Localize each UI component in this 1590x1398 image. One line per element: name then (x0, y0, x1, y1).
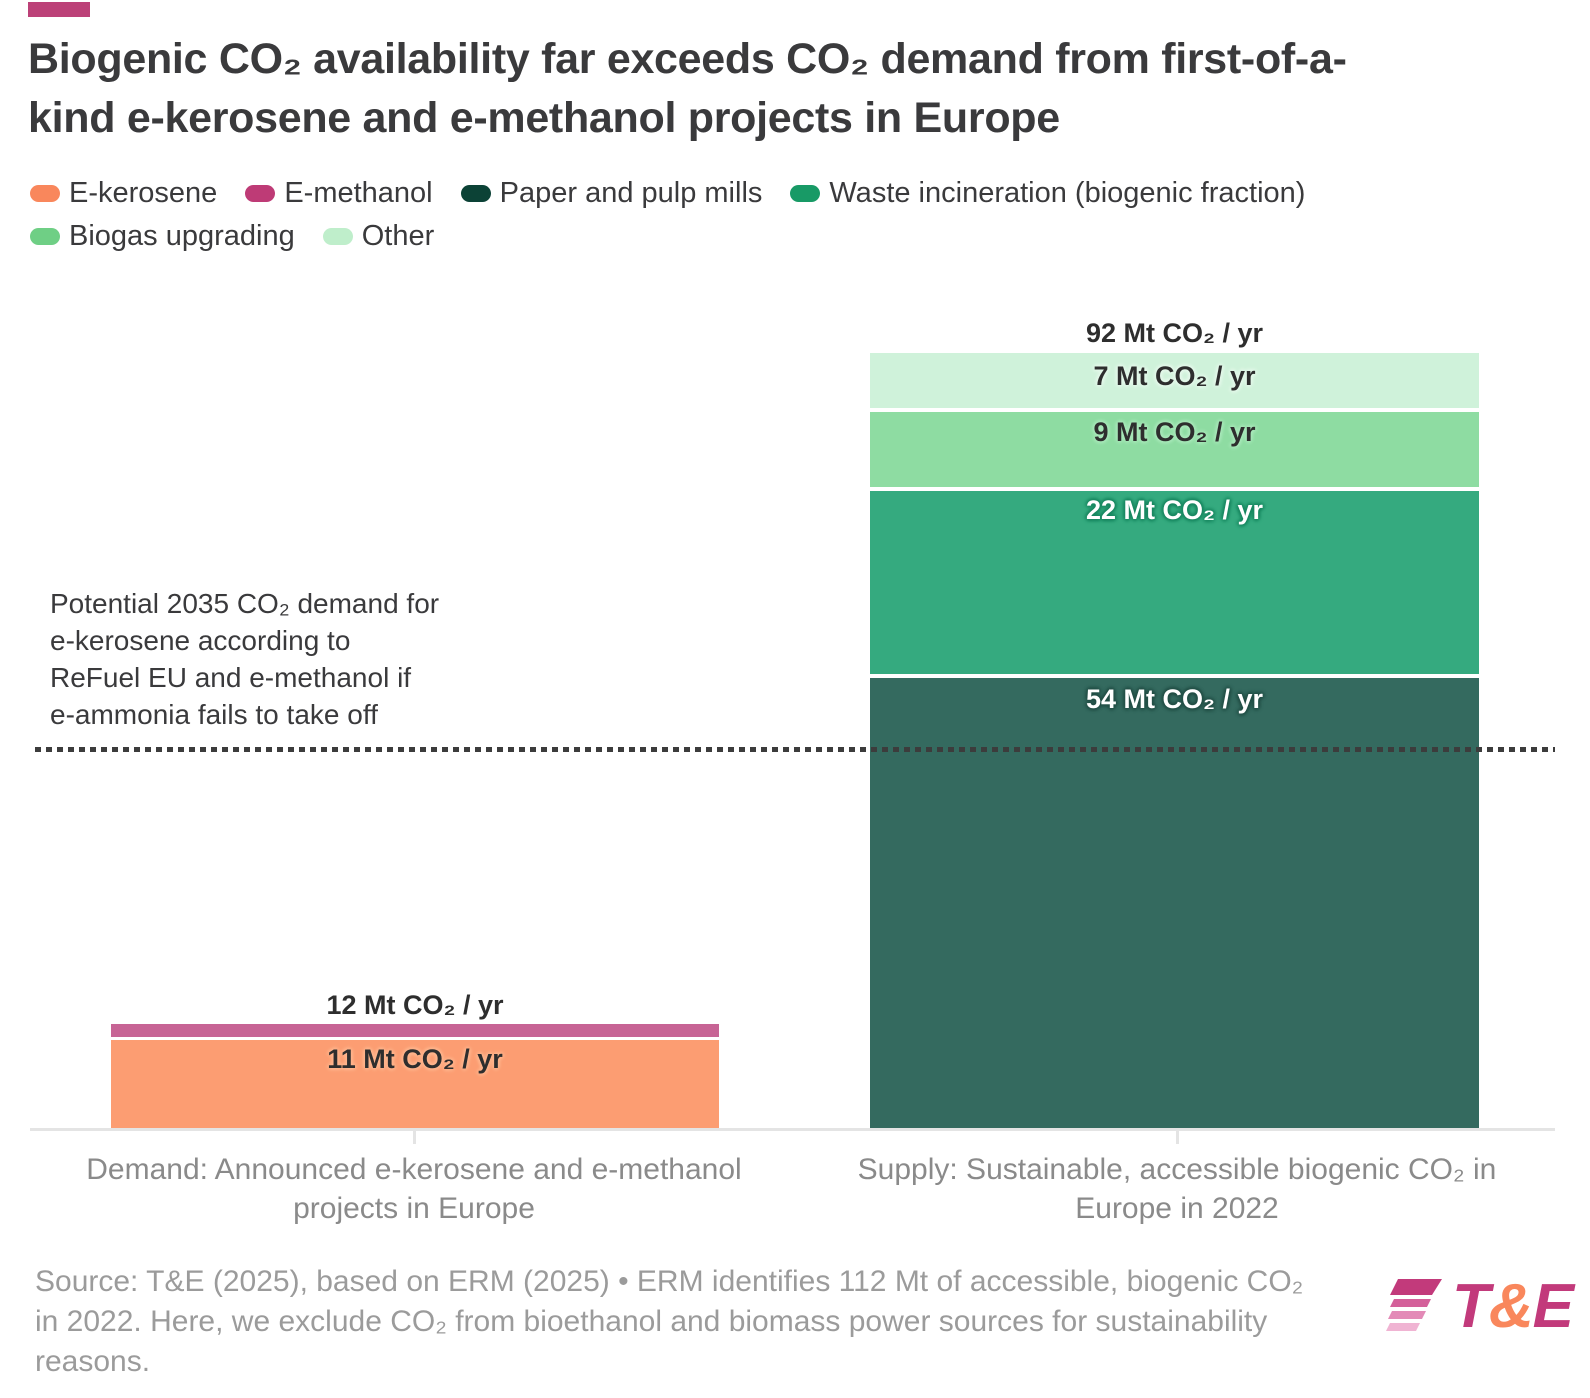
legend-swatch-other-icon (322, 228, 353, 245)
te-logo-ampersand: & (1488, 1272, 1534, 1341)
x-axis-label-supply-line1: Supply: Sustainable, accessible biogenic… (857, 1153, 1497, 1186)
legend-item-waste-incineration: Waste incineration (biogenic fraction) (790, 177, 1305, 210)
bar-segment-demand-e-kerosene (111, 1040, 719, 1130)
legend-label-biogas-upgrading: Biogas upgrading (69, 220, 295, 252)
te-logo-letter-e: E (1532, 1272, 1574, 1341)
bar-segment-demand-e-methanol (111, 1024, 719, 1037)
label-supply-waste: 22 Mt CO₂ / yr (1085, 495, 1264, 525)
source-note-line2: in 2022. Here, we exclude CO₂ from bioet… (35, 1305, 1268, 1338)
legend-swatch-e-kerosene-icon (30, 185, 60, 202)
reference-dotted-line (35, 747, 1555, 752)
bar-segment-supply-waste-incineration (870, 491, 1479, 674)
legend-label-e-methanol: E-methanol (284, 177, 433, 209)
source-note-line1: Source: T&E (2025), based on ERM (2025) … (35, 1265, 1304, 1298)
legend-item-e-kerosene: E-kerosene (30, 177, 217, 210)
annotation-line2: e-kerosene according to (50, 625, 351, 656)
annotation-line4: e-ammonia fails to take off (50, 699, 378, 730)
legend-swatch-e-methanol-icon (245, 185, 276, 202)
te-logo-letter-t: T (1452, 1272, 1490, 1341)
legend-item-other: Other (322, 220, 435, 253)
chart-title-line1: Biogenic CO₂ availability far exceeds CO… (28, 35, 1347, 83)
legend: E-kerosene E-methanol Paper and pulp mil… (30, 172, 1333, 258)
label-supply-other: 7 Mt CO₂ / yr (1093, 361, 1256, 391)
label-demand-e-kerosene: 11 Mt CO₂ / yr (327, 1044, 503, 1074)
te-logo-text: T&E (1452, 1276, 1574, 1338)
x-axis-label-supply: Supply: Sustainable, accessible biogenic… (827, 1150, 1527, 1228)
source-note: Source: T&E (2025), based on ERM (2025) … (35, 1262, 1365, 1382)
label-supply-paper: 54 Mt CO₂ / yr (1085, 684, 1264, 714)
te-logo-mark-icon (1386, 1279, 1442, 1331)
legend-item-paper-pulp-mills: Paper and pulp mills (460, 177, 763, 210)
legend-label-e-kerosene: E-kerosene (69, 177, 218, 209)
annotation-line3: ReFuel EU and e-methanol if (50, 662, 412, 693)
x-axis-label-demand-line2: projects in Europe (293, 1192, 535, 1225)
legend-row-2: Biogas upgrading Other (30, 215, 1333, 258)
legend-swatch-waste-incineration-icon (790, 185, 821, 202)
label-demand-total: 12 Mt CO₂ / yr (326, 990, 504, 1020)
legend-row-1: E-kerosene E-methanol Paper and pulp mil… (30, 172, 1333, 215)
x-axis-tick-demand (413, 1131, 416, 1144)
reference-line-annotation: Potential 2035 CO₂ demand for e-kerosene… (50, 585, 439, 733)
chart-title: Biogenic CO₂ availability far exceeds CO… (28, 30, 1347, 148)
x-axis-label-demand-line1: Demand: Announced e-kerosene and e-metha… (86, 1153, 742, 1186)
brand-accent-block (28, 2, 90, 17)
label-supply-total: 92 Mt CO₂ / yr (1085, 318, 1264, 348)
label-supply-biogas: 9 Mt CO₂ / yr (1093, 417, 1256, 447)
legend-label-paper-pulp-mills: Paper and pulp mills (499, 177, 763, 209)
x-axis-label-supply-line2: Europe in 2022 (1075, 1192, 1279, 1225)
bar-segment-supply-other (870, 353, 1479, 408)
legend-label-other: Other (361, 220, 435, 252)
bar-segment-supply-biogas-upgrading (870, 412, 1479, 487)
x-axis-label-demand: Demand: Announced e-kerosene and e-metha… (64, 1150, 764, 1228)
bar-segment-supply-paper-pulp-mills (870, 678, 1479, 1130)
chart-title-line2: kind e-kerosene and e-methanol projects … (28, 94, 1060, 142)
x-axis-line (30, 1128, 1555, 1131)
legend-swatch-paper-pulp-mills-icon (460, 185, 491, 202)
legend-label-waste-incineration: Waste incineration (biogenic fraction) (829, 177, 1306, 209)
legend-item-biogas-upgrading: Biogas upgrading (30, 220, 295, 253)
annotation-line1: Potential 2035 CO₂ demand for (50, 588, 440, 619)
x-axis-tick-supply (1176, 1131, 1179, 1144)
legend-item-e-methanol: E-methanol (245, 177, 433, 210)
legend-swatch-biogas-upgrading-icon (30, 228, 60, 245)
source-note-line3: reasons. (35, 1345, 151, 1378)
te-logo: T&E (1382, 1276, 1574, 1338)
